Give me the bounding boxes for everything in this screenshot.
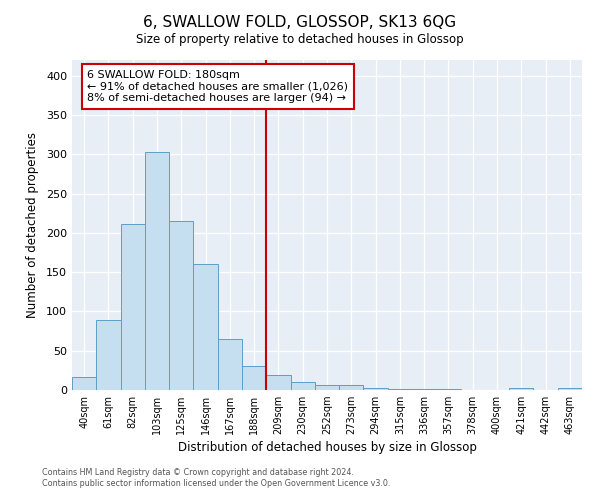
Bar xyxy=(242,366,266,390)
Bar xyxy=(72,376,96,390)
Bar xyxy=(315,384,339,390)
Bar xyxy=(558,388,582,390)
Bar xyxy=(96,320,121,390)
Bar xyxy=(290,382,315,390)
Bar xyxy=(509,388,533,390)
Bar xyxy=(193,264,218,390)
Bar xyxy=(266,375,290,390)
Bar xyxy=(412,389,436,390)
Text: Size of property relative to detached houses in Glossop: Size of property relative to detached ho… xyxy=(136,32,464,46)
Text: 6, SWALLOW FOLD, GLOSSOP, SK13 6QG: 6, SWALLOW FOLD, GLOSSOP, SK13 6QG xyxy=(143,15,457,30)
Bar xyxy=(169,221,193,390)
Bar xyxy=(339,386,364,390)
X-axis label: Distribution of detached houses by size in Glossop: Distribution of detached houses by size … xyxy=(178,442,476,454)
Y-axis label: Number of detached properties: Number of detached properties xyxy=(26,132,39,318)
Bar xyxy=(388,389,412,390)
Text: 6 SWALLOW FOLD: 180sqm
← 91% of detached houses are smaller (1,026)
8% of semi-d: 6 SWALLOW FOLD: 180sqm ← 91% of detached… xyxy=(88,70,348,103)
Bar xyxy=(364,388,388,390)
Bar xyxy=(145,152,169,390)
Bar xyxy=(121,224,145,390)
Bar xyxy=(436,389,461,390)
Bar xyxy=(218,339,242,390)
Text: Contains HM Land Registry data © Crown copyright and database right 2024.
Contai: Contains HM Land Registry data © Crown c… xyxy=(42,468,391,487)
